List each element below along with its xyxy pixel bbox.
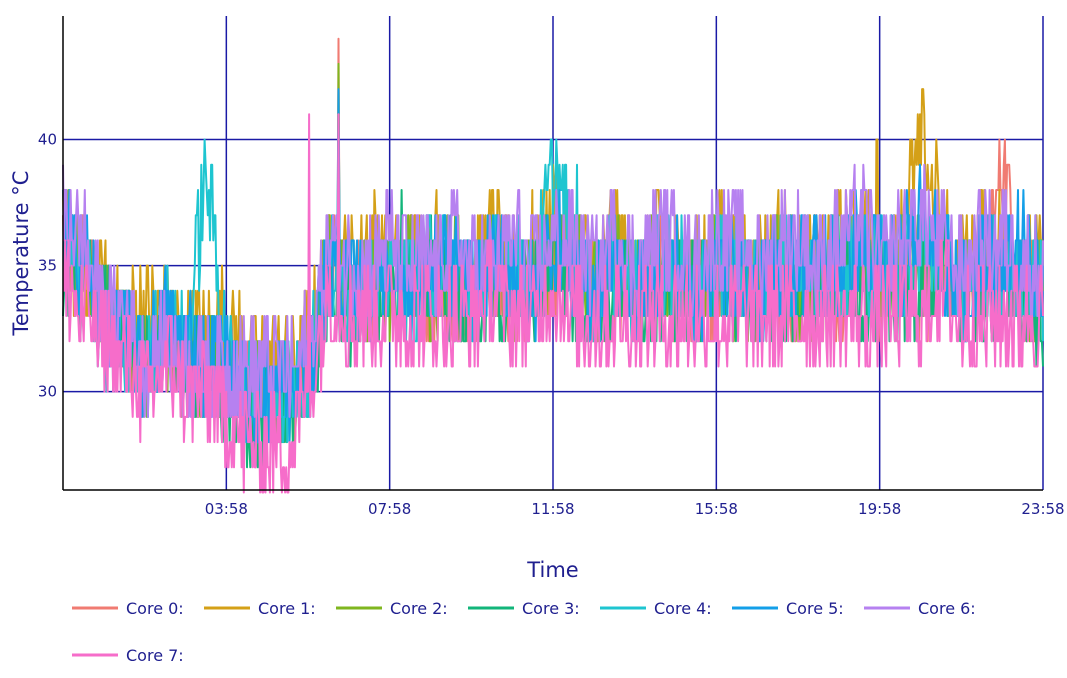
legend-item-core-6[interactable]: Core 6: bbox=[864, 599, 976, 618]
series-line-core-7 bbox=[63, 113, 1044, 494]
legend-label: Core 2: bbox=[390, 599, 448, 618]
series-lines bbox=[62, 37, 1044, 494]
legend-label: Core 7: bbox=[126, 646, 184, 665]
legend-item-core-3[interactable]: Core 3: bbox=[468, 599, 580, 618]
y-tick-label: 35 bbox=[38, 257, 57, 275]
x-tick-label: 03:58 bbox=[205, 500, 248, 518]
legend-item-core-1[interactable]: Core 1: bbox=[204, 599, 316, 618]
legend-label: Core 0: bbox=[126, 599, 184, 618]
legend-label: Core 1: bbox=[258, 599, 316, 618]
y-axis-title: Temperature °C bbox=[9, 171, 33, 337]
y-tick-label: 40 bbox=[38, 131, 57, 149]
x-tick-label: 23:58 bbox=[1021, 500, 1064, 518]
legend-label: Core 3: bbox=[522, 599, 580, 618]
x-tick-label: 11:58 bbox=[531, 500, 574, 518]
y-tick-labels: 30 35 40 bbox=[38, 131, 57, 401]
legend-label: Core 6: bbox=[918, 599, 976, 618]
legend-item-core-5[interactable]: Core 5: bbox=[732, 599, 844, 618]
legend-label: Core 5: bbox=[786, 599, 844, 618]
legend[interactable]: Core 0: Core 1: Core 2: Core 3: Core 4: Core … bbox=[72, 599, 976, 665]
x-tick-labels: 03:58 07:58 11:58 15:58 19:58 23:58 bbox=[205, 500, 1065, 518]
legend-label: Core 4: bbox=[654, 599, 712, 618]
x-tick-label: 15:58 bbox=[695, 500, 738, 518]
legend-item-core-0[interactable]: Core 0: bbox=[72, 599, 184, 618]
legend-item-core-2[interactable]: Core 2: bbox=[336, 599, 448, 618]
y-tick-label: 30 bbox=[38, 383, 57, 401]
x-axis-title: Time bbox=[526, 558, 578, 582]
legend-item-core-7[interactable]: Core 7: bbox=[72, 646, 184, 665]
x-tick-label: 07:58 bbox=[368, 500, 411, 518]
legend-item-core-4[interactable]: Core 4: bbox=[600, 599, 712, 618]
x-tick-label: 19:58 bbox=[858, 500, 901, 518]
axes bbox=[62, 16, 1043, 491]
